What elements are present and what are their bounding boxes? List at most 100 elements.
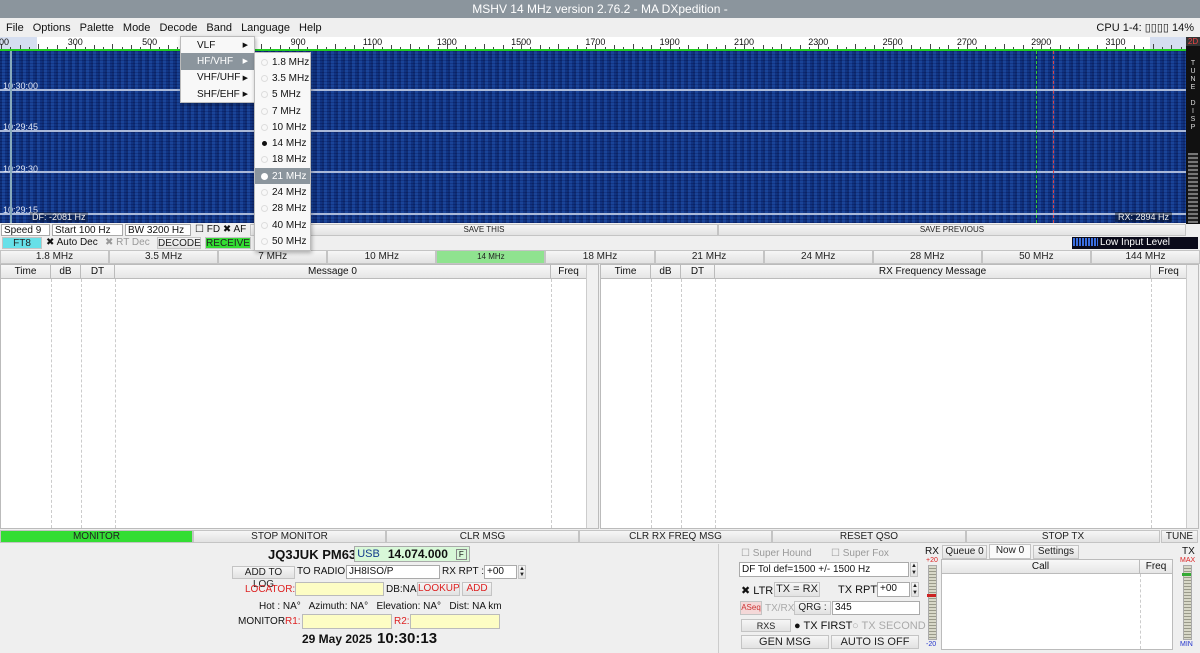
band-menu-item[interactable]: 28 MHz <box>255 201 310 217</box>
menu-decode[interactable]: Decode <box>159 21 198 34</box>
col-message[interactable]: Message 0 <box>115 265 551 279</box>
start-spinbox[interactable]: Start 100 Hz <box>52 224 123 236</box>
auto-toggle-button[interactable]: AUTO IS OFF <box>831 635 919 649</box>
tx-second-radio[interactable]: ○ TX SECOND <box>852 620 926 632</box>
band-button[interactable]: 7 MHz <box>218 250 328 264</box>
menu-language[interactable]: Language <box>241 21 291 34</box>
df-tolerance-spinbox[interactable]: DF Tol def=1500 +/- 1500 Hz <box>739 562 909 577</box>
band-group-item[interactable]: VLF ▶ <box>181 37 254 53</box>
bandwidth-spinbox[interactable]: BW 3200 Hz <box>125 224 191 236</box>
monitor-button[interactable]: MONITOR <box>0 530 193 543</box>
band-group-item[interactable]: SHF/EHF ▶ <box>181 86 254 102</box>
band-button[interactable]: 1.8 MHz <box>0 250 110 264</box>
r2-input[interactable] <box>410 614 500 629</box>
level-slider[interactable] <box>1188 153 1198 223</box>
add-button[interactable]: ADD <box>462 582 492 596</box>
f-button[interactable]: F <box>455 548 467 560</box>
band-menu-item[interactable]: 5 MHz <box>255 87 310 103</box>
super-hound-checkbox[interactable]: ☐ Super Hound <box>741 548 812 559</box>
tab-queue[interactable]: Queue 0 <box>942 545 987 559</box>
stop-monitor-button[interactable]: STOP MONITOR <box>193 530 386 543</box>
menu-mode[interactable]: Mode <box>122 21 151 34</box>
frequency-ruler[interactable]: 0030050070090011001300150017001900210023… <box>0 37 1186 51</box>
col-db[interactable]: dB <box>51 265 81 279</box>
band-menu-item[interactable]: 14 MHz <box>255 135 310 151</box>
decode-button[interactable]: DECODE <box>157 237 201 249</box>
rxs-button[interactable]: RXS <box>741 619 791 632</box>
super-fox-checkbox[interactable]: ☐ Super Fox <box>831 548 889 559</box>
scrollbar[interactable] <box>586 265 598 528</box>
queue-table[interactable]: Call Freq <box>941 559 1173 650</box>
band-menu-item[interactable]: 3.5 MHz <box>255 70 310 86</box>
col-dt[interactable]: DT <box>681 265 715 279</box>
ltr-checkbox[interactable]: ✖ LTR <box>741 585 774 597</box>
tx-rpt-input[interactable]: +00 <box>877 582 910 597</box>
reset-qso-button[interactable]: RESET QSO <box>772 530 966 543</box>
rx-rpt-input[interactable]: +00 <box>484 565 517 579</box>
waterfall[interactable]: 10:30:00 10:29:45 10:29:30 10:29:15 DF: … <box>0 51 1186 223</box>
scrollbar[interactable] <box>1186 265 1198 528</box>
rt-dec-checkbox[interactable]: ✖ RT Dec <box>105 237 150 248</box>
col-time[interactable]: Time <box>1 265 51 279</box>
qrg-input[interactable]: 345 <box>832 601 920 615</box>
band-button[interactable]: 24 MHz <box>763 250 873 264</box>
band-group-item[interactable]: HF/VHF ▶ <box>181 53 254 70</box>
tx-first-radio[interactable]: ● TX FIRST <box>794 620 853 632</box>
band-menu-item[interactable]: 24 MHz <box>255 184 310 200</box>
aseq-button[interactable]: ASeq <box>740 601 762 615</box>
col-call[interactable]: Call <box>942 560 1140 574</box>
tab-settings[interactable]: Settings <box>1033 545 1079 559</box>
menu-help[interactable]: Help <box>299 21 322 34</box>
rx-frequency-table[interactable]: Time dB DT RX Frequency Message Freq <box>600 264 1199 529</box>
tx-rx-period[interactable]: TX/RX 15 s <box>765 603 817 614</box>
menu-options[interactable]: Options <box>32 21 71 34</box>
decoded-messages-table[interactable]: Time dB DT Message 0 Freq <box>0 264 599 529</box>
stop-tx-button[interactable]: STOP TX <box>966 530 1160 543</box>
df-tol-spinner[interactable]: ▲ ▼ <box>910 562 918 577</box>
save-previous-button[interactable]: SAVE PREVIOUS <box>718 224 1186 236</box>
band-button[interactable]: 21 MHz <box>654 250 764 264</box>
col-freq[interactable]: Freq <box>1140 560 1173 574</box>
col-freq[interactable]: Freq <box>1151 265 1187 279</box>
band-button[interactable]: 50 MHz <box>981 250 1091 264</box>
col-db[interactable]: dB <box>651 265 681 279</box>
gen-msg-button[interactable]: GEN MSG <box>741 635 829 649</box>
speed-spinbox[interactable]: Speed 9 <box>1 224 50 236</box>
add-to-log-button[interactable]: ADD TO LOG <box>232 566 295 590</box>
auto-dec-checkbox[interactable]: ✖ Auto Dec <box>46 237 98 248</box>
menu-palette[interactable]: Palette <box>79 21 114 34</box>
2d-toggle[interactable]: 2D <box>1186 37 1200 46</box>
band-button[interactable]: 3.5 MHz <box>109 250 219 264</box>
col-message[interactable]: RX Frequency Message <box>715 265 1151 279</box>
menu-file[interactable]: File <box>6 21 24 34</box>
mode-ft8-button[interactable]: FT8 <box>2 237 42 249</box>
col-dt[interactable]: DT <box>81 265 115 279</box>
rx-level-meter[interactable] <box>928 565 937 640</box>
fd-checkbox[interactable]: ☐ FD ✖ AF <box>195 224 247 235</box>
band-menu-item[interactable]: 50 MHz <box>255 233 310 249</box>
col-freq[interactable]: Freq <box>551 265 587 279</box>
band-menu-item[interactable]: 1.8 MHz <box>255 54 310 70</box>
band-menu-item[interactable]: 7 MHz <box>255 103 310 119</box>
band-group-item[interactable]: VHF/UHF ▶ <box>181 70 254 86</box>
rx-rpt-spinner[interactable]: ▲ ▼ <box>518 565 526 579</box>
band-button[interactable]: 28 MHz <box>872 250 982 264</box>
tab-now[interactable]: Now 0 <box>989 544 1031 559</box>
locator-input[interactable] <box>295 582 384 596</box>
band-button[interactable]: 18 MHz <box>545 250 655 264</box>
band-menu-item[interactable]: 18 MHz <box>255 152 310 168</box>
tune-button[interactable]: TUNE <box>1161 530 1198 543</box>
band-menu-item[interactable]: 40 MHz <box>255 217 310 233</box>
clear-rx-freq-button[interactable]: CLR RX FREQ MSG <box>579 530 772 543</box>
to-radio-input[interactable]: JH8ISO/P <box>346 565 440 579</box>
clear-messages-button[interactable]: CLR MSG <box>386 530 579 543</box>
band-button[interactable]: 14 MHz <box>436 250 546 264</box>
r1-input[interactable] <box>302 614 392 629</box>
band-button[interactable]: 144 MHz <box>1090 250 1200 264</box>
tx-rpt-spinner[interactable]: ▲ ▼ <box>911 582 919 597</box>
save-this-button[interactable]: SAVE THIS <box>250 224 718 236</box>
tx-equals-rx-button[interactable]: TX = RX <box>774 582 820 597</box>
menu-band[interactable]: Band <box>206 21 233 34</box>
lookup-button[interactable]: LOOKUP <box>417 582 460 596</box>
band-menu-item[interactable]: 10 MHz <box>255 119 310 135</box>
